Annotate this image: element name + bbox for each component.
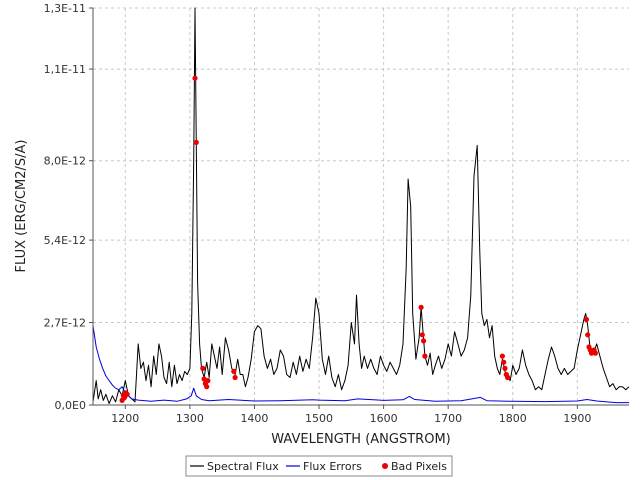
x-axis-title: WAVELENGTH (ANGSTROM) [271, 432, 450, 447]
x-tick-label: 1900 [563, 412, 591, 425]
bad-pixel-point [505, 374, 511, 381]
x-tick-label: 1800 [499, 412, 527, 425]
bad-pixel-point [200, 365, 206, 371]
x-tick-label: 1200 [111, 412, 139, 425]
series-line-flux-errors [92, 325, 629, 404]
legend-label-spectral-flux: Spectral Flux [207, 460, 279, 473]
y-axis-title: FLUX (ERG/CM2/S/A) [14, 140, 29, 273]
bad-pixel-point [499, 353, 505, 359]
bad-pixel-point [124, 391, 130, 397]
y-tick-label: 2,7E-12 [44, 317, 86, 330]
bad-pixel-point [205, 378, 211, 384]
legend-swatch-bad-pixels [382, 463, 388, 469]
legend-box [185, 455, 453, 477]
legend: Spectral Flux Flux Errors Bad Pixels [185, 455, 453, 477]
series-line-spectral-flux [92, 7, 630, 404]
x-tick-label: 1600 [370, 412, 398, 425]
bad-pixel-point [421, 338, 427, 344]
y-tick-label: 0,0E0 [55, 399, 86, 412]
bad-pixel-point [192, 75, 198, 81]
y-tick-label: 5,4E-12 [44, 234, 86, 247]
bad-pixel-point [583, 316, 590, 323]
bad-pixel-point [204, 384, 210, 390]
bad-pixel-point [585, 332, 591, 338]
bad-pixel-point [232, 374, 238, 381]
bad-pixel-point [422, 353, 428, 359]
bad-pixel-point [592, 350, 599, 356]
bad-pixel-point [501, 359, 507, 365]
y-tick-label: 1,3E-11 [44, 2, 86, 15]
plot-area [93, 8, 629, 405]
bad-pixel-point [231, 368, 237, 374]
bad-pixel-point [418, 304, 424, 310]
bad-pixel-point [502, 365, 508, 371]
legend-label-bad-pixels: Bad Pixels [391, 460, 447, 473]
x-tick-label: 1700 [434, 412, 462, 425]
series-layer [92, 7, 630, 404]
x-tick-label: 1500 [305, 412, 333, 425]
x-tick-label: 1400 [240, 412, 268, 425]
bad-pixel-point [193, 139, 199, 145]
y-tick-label: 8,0E-12 [44, 155, 86, 168]
x-tick-label: 1300 [176, 412, 204, 425]
axis-ticks: 1200 1300 1400 1500 1600 1700 1800 1900 0,0E0 2,7… [44, 2, 592, 425]
legend-label-flux-errors: Flux Errors [303, 460, 362, 473]
y-tick-label: 1,1E-11 [44, 63, 86, 76]
grid-lines [93, 7, 629, 405]
bad-pixel-point [419, 332, 425, 338]
